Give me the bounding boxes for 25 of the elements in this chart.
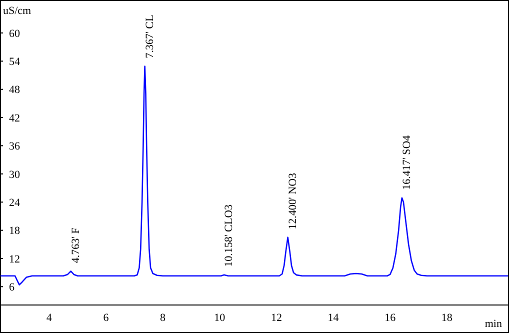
y-axis-title: uS/cm	[3, 5, 32, 17]
y-tick-label: 6	[9, 282, 15, 294]
y-tick-label: 24	[9, 197, 20, 210]
y-tick-label: 60	[9, 28, 20, 40]
x-tick-label: 4	[46, 312, 52, 324]
x-tick-label: 6	[103, 312, 110, 324]
annotation: 16.417' SO4	[400, 134, 413, 190]
x-tick-label: 8	[160, 312, 166, 324]
annotation: 4.763' F	[70, 228, 82, 264]
y-tick-label: 30	[9, 168, 20, 181]
annotation: 12.400' NO3	[286, 172, 299, 230]
x-tick-label: 10	[214, 312, 226, 324]
x-axis-title: min	[484, 318, 502, 330]
x-tick-label: 12	[270, 312, 282, 324]
annotation: 10.158' CLO3	[223, 204, 236, 267]
x-tick-label: 14	[328, 312, 340, 324]
annotation: 7.367' CL	[144, 14, 156, 58]
y-tick-label: 12	[9, 253, 20, 266]
y-tick-label: 36	[9, 140, 20, 153]
x-tick-label: 18	[441, 312, 453, 324]
y-tick-label: 18	[9, 225, 20, 238]
y-tick-label: 54	[9, 56, 20, 68]
x-tick-label: 16	[384, 312, 396, 324]
y-tick-label: 42	[9, 112, 20, 124]
y-tick-label: 48	[9, 84, 20, 96]
